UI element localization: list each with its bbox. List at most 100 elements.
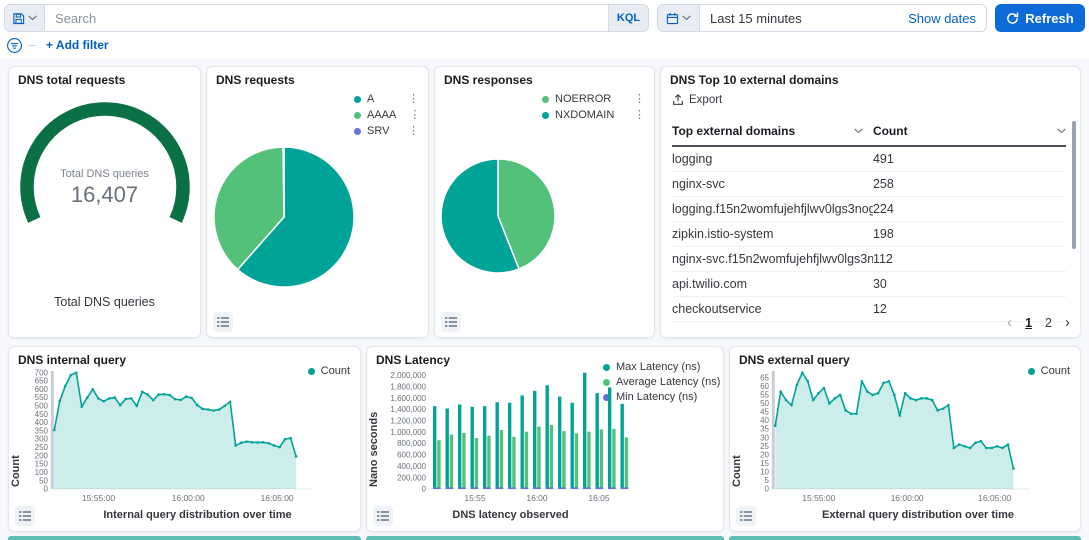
column-header-label: Top external domains [672,124,796,138]
internal-query-chart[interactable]: 0501001502002503003504004505005506006507… [23,367,323,507]
domain-cell: nginx-svc.f15n2womfujehfjlwv0lgs3no... [672,252,873,266]
domain-cell: logging.f15n2womfujehfjlwv0lgs3nog.... [672,202,873,216]
legend-swatch [603,378,610,386]
count-cell: 12 [872,302,887,316]
legend-item[interactable]: Count [1027,365,1070,377]
panel-title: DNS requests [216,73,295,87]
svg-text:350: 350 [35,426,49,435]
svg-text:55: 55 [760,391,769,400]
table-scrollbar[interactable] [1072,121,1076,249]
add-filter-button[interactable]: + Add filter [46,38,109,52]
responses-pie-chart[interactable] [439,157,557,275]
svg-text:800,000: 800,000 [397,439,426,448]
svg-text:100: 100 [35,468,49,477]
svg-text:45: 45 [760,408,769,417]
show-dates-button[interactable]: Show dates [908,10,976,26]
time-range-label[interactable]: Last 15 minutes [710,10,802,26]
legend: Count [1027,365,1070,377]
page-number-button[interactable]: 2 [1045,316,1052,330]
svg-text:50: 50 [39,476,48,485]
domain-cell: zipkin.istio-system [672,227,774,241]
x-axis-title: External query distribution over time [822,509,1014,521]
export-button[interactable]: Export [672,94,722,106]
count-cell: 198 [872,227,894,241]
search-bar: KQL [4,4,649,32]
legend-swatch [354,95,361,103]
svg-text:15:55:00: 15:55:00 [82,493,115,503]
legend-swatch [603,363,610,371]
legend-toggle-button[interactable] [441,312,461,332]
legend-item-menu-icon[interactable]: ⋮ [409,108,421,121]
legend-item[interactable]: Max Latency (ns) [603,361,715,373]
export-label: Export [689,94,723,106]
panel-title: DNS external query [739,353,850,367]
legend-item-menu-icon[interactable]: ⋮ [634,92,645,105]
svg-text:650: 650 [35,377,49,386]
svg-text:2,000,000: 2,000,000 [390,371,426,380]
panel-dns-responses: DNS responses NOERROR ⋮ NXDOMAIN ⋮ [434,66,655,338]
legend-toggle-button[interactable] [15,506,35,526]
requests-pie-chart[interactable] [211,144,357,290]
svg-text:600: 600 [35,385,49,394]
svg-text:200,000: 200,000 [397,473,426,482]
svg-text:16:00:00: 16:00:00 [891,493,924,503]
legend-item-label: SRV [367,125,390,137]
svg-text:1,200,000: 1,200,000 [390,417,426,426]
svg-text:35: 35 [760,425,769,434]
svg-text:16:05:00: 16:05:00 [261,493,294,503]
search-input[interactable] [45,5,608,31]
gauge-chart[interactable] [10,74,200,239]
legend-swatch [1027,367,1035,375]
previous-page-button[interactable]: ‹ [1007,314,1013,331]
list-icon [445,317,457,327]
refresh-label: Refresh [1025,10,1074,26]
legend-item[interactable]: Min Latency (ns) [603,391,715,403]
legend-item[interactable]: AAAA ⋮ [354,109,420,121]
list-icon [377,511,389,521]
legend: Count [307,365,350,377]
gauge-value: 16,407 [70,182,139,207]
panel-dns-top-external-domains: DNS Top 10 external domains Export Top e… [660,66,1081,338]
column-header-count[interactable]: Count [873,124,1066,138]
latency-bar-chart[interactable]: 0 200,000 400,000 600,000 800,000 1,000,000 1,… [379,367,641,507]
legend-toggle-button[interactable] [736,506,756,526]
svg-text:16:05:00: 16:05:00 [978,493,1011,503]
table-row: logging 491 [672,147,1066,172]
next-page-button[interactable]: › [1065,314,1070,331]
legend-item-label: A [367,93,375,105]
svg-text:15:55: 15:55 [464,493,486,503]
legend-swatch [542,95,549,103]
svg-text:10: 10 [760,467,769,476]
column-header-domains[interactable]: Top external domains [672,124,873,138]
legend-item[interactable]: NXDOMAIN ⋮ [542,109,646,121]
page-number-button[interactable]: 1 [1025,316,1033,330]
panel-dns-latency: DNS Latency Max Latency (ns) Average Late… [366,346,724,532]
svg-text:40: 40 [760,416,769,425]
kql-language-button[interactable]: KQL [608,5,648,31]
legend-item[interactable]: SRV ⋮ [354,125,420,137]
refresh-button[interactable]: Refresh [995,4,1085,32]
panel-title: DNS Latency [376,353,451,367]
legend-item-menu-icon[interactable]: ⋮ [634,108,645,121]
legend-item[interactable]: A ⋮ [354,93,420,105]
legend-item-menu-icon[interactable]: ⋮ [408,92,419,105]
legend-item[interactable]: Average Latency (ns) [603,376,720,388]
svg-text:200: 200 [35,451,49,460]
legend-toggle-button[interactable] [373,506,393,526]
legend-item[interactable]: NOERROR ⋮ [542,93,646,105]
refresh-icon [1007,12,1019,24]
legend-item-menu-icon[interactable]: ⋮ [408,124,419,137]
legend-toggle-button[interactable] [213,312,233,332]
svg-text:0: 0 [422,485,427,494]
saved-query-menu-button[interactable] [5,5,45,31]
calendar-button[interactable] [658,5,700,31]
filter-options-icon[interactable] [6,37,23,54]
list-icon [740,511,752,521]
export-icon [673,94,683,105]
panel-dns-internal-query: DNS internal query Count Count 0 50 100 150… [8,346,361,532]
table-row: checkoutservice 12 [672,297,1066,322]
legend-item[interactable]: Count [307,365,350,377]
